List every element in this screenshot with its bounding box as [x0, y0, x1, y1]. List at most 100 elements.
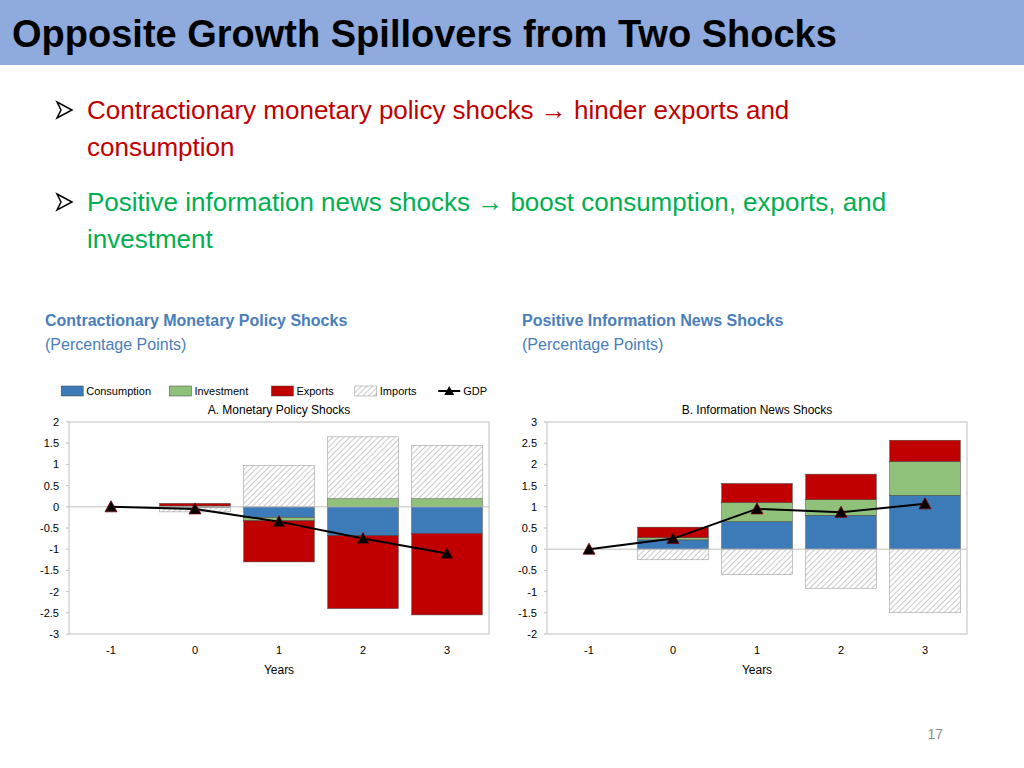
- legend-label: Imports: [380, 385, 417, 397]
- chart-heading: Positive Information News Shocks: [522, 312, 784, 329]
- y-tick-label: -0.5: [518, 564, 537, 576]
- y-tick-label: 0.5: [44, 480, 59, 492]
- y-tick-label: 2: [531, 458, 537, 470]
- y-tick: [544, 528, 547, 529]
- y-tick-label: 1: [53, 458, 59, 470]
- bullet-text: Contractionary monetary policy shocks → …: [87, 92, 877, 166]
- y-tick-label: 2.5: [522, 437, 537, 449]
- bar-segment: [890, 461, 961, 495]
- y-tick: [544, 612, 547, 613]
- slide-title: Opposite Growth Spillovers from Two Shoc…: [12, 13, 837, 55]
- plot-frame: [547, 422, 967, 634]
- line-marker: [751, 503, 763, 514]
- y-tick-label: -1.5: [40, 564, 59, 576]
- x-axis-label: Years: [264, 663, 294, 677]
- y-tick: [544, 549, 547, 550]
- line-marker: [835, 506, 847, 517]
- bar-segment: [328, 507, 399, 536]
- bar-segment: [328, 498, 399, 506]
- marks: [69, 437, 489, 615]
- y-tick: [544, 634, 547, 635]
- plot-frame: [69, 422, 489, 634]
- legend-swatch: [355, 386, 377, 396]
- chart-units: (Percentage Points): [45, 336, 186, 353]
- line-marker: [919, 498, 931, 509]
- legend-label: Investment: [194, 385, 248, 397]
- bullet-marker: [57, 102, 72, 118]
- bar-segment: [806, 474, 877, 499]
- chart: Positive Information News Shocks(Percent…: [518, 312, 967, 677]
- chart-title: B. Information News Shocks: [682, 403, 833, 417]
- y-tick-label: -0.5: [40, 522, 59, 534]
- y-tick-label: -2.5: [40, 607, 59, 619]
- y-tick-label: 3: [531, 416, 537, 428]
- chart-title: A. Monetary Policy Shocks: [208, 403, 351, 417]
- y-tick-label: -2: [49, 586, 59, 598]
- bar-segment: [412, 498, 483, 506]
- y-tick-label: -3: [49, 628, 59, 640]
- line-marker: [357, 533, 369, 544]
- bullet-marker: [57, 194, 72, 210]
- bar-segment: [890, 495, 961, 549]
- bar-segment: [890, 440, 961, 461]
- bar-segment: [244, 466, 315, 507]
- legend-label: GDP: [463, 385, 487, 397]
- x-tick-label: 1: [754, 644, 760, 656]
- legend-swatch: [61, 386, 83, 396]
- y-tick: [66, 443, 69, 444]
- bar-segment: [412, 534, 483, 615]
- line-marker: [667, 533, 679, 544]
- bar-segment: [328, 437, 399, 498]
- y-tick-label: -1: [49, 543, 59, 555]
- legend-label: Consumption: [86, 385, 151, 397]
- y-tick: [544, 591, 547, 592]
- line-marker: [105, 501, 117, 512]
- legend-swatch: [271, 386, 293, 396]
- y-tick: [66, 485, 69, 486]
- bar-segment: [806, 549, 877, 588]
- x-tick-label: 0: [192, 644, 198, 656]
- y-tick-label: 0.5: [522, 522, 537, 534]
- line-marker: [273, 516, 285, 527]
- bar-segment: [722, 503, 793, 522]
- legend-label: Exports: [296, 385, 334, 397]
- y-tick: [544, 570, 547, 571]
- bullet-text: Positive information news shocks → boost…: [87, 184, 987, 258]
- y-tick-label: -1.5: [518, 607, 537, 619]
- chart: Contractionary Monetary Policy Shocks (Pe…: [40, 312, 489, 677]
- y-tick: [66, 549, 69, 550]
- line-marker: [189, 503, 201, 514]
- marks: [547, 440, 967, 613]
- x-axis-label: Years: [742, 663, 772, 677]
- x-tick-label: 3: [922, 644, 928, 656]
- bar-segment: [722, 522, 793, 550]
- y-tick: [66, 570, 69, 571]
- x-tick-label: 2: [360, 644, 366, 656]
- x-tick-label: 3: [444, 644, 450, 656]
- x-tick-label: 1: [276, 644, 282, 656]
- bar-segment: [328, 536, 399, 609]
- y-tick-label: 0: [531, 543, 537, 555]
- chart-heading: Contractionary Monetary Policy Shocks: [45, 312, 347, 329]
- x-tick-label: 0: [670, 644, 676, 656]
- y-tick-label: -1: [527, 586, 537, 598]
- y-tick-label: -2: [527, 628, 537, 640]
- legend-swatch: [444, 386, 454, 395]
- y-tick-label: 1: [531, 501, 537, 513]
- y-tick-label: 1.5: [44, 437, 59, 449]
- y-tick: [544, 443, 547, 444]
- x-tick-label: -1: [584, 644, 594, 656]
- legend-swatch: [169, 386, 191, 396]
- y-tick: [66, 506, 69, 507]
- y-tick: [544, 422, 547, 423]
- zero-line: [547, 549, 967, 550]
- bar-segment: [806, 515, 877, 549]
- bar-segment: [638, 549, 709, 560]
- bar-segment: [412, 445, 483, 498]
- bar-segment: [890, 549, 961, 613]
- y-tick: [66, 422, 69, 423]
- line-path: [589, 504, 925, 549]
- y-tick: [66, 464, 69, 465]
- y-tick: [544, 485, 547, 486]
- header-bar: [0, 0, 1024, 65]
